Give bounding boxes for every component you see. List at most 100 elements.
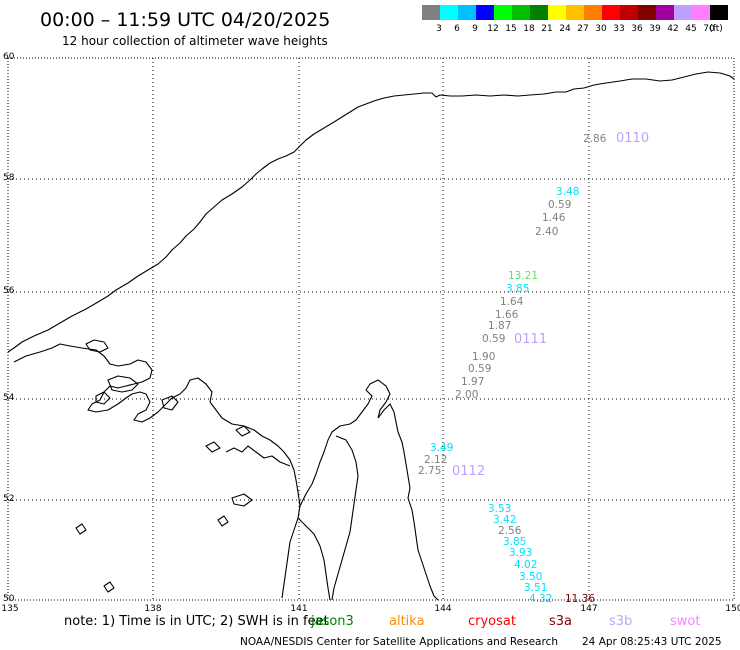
wave-height-value: 3.53: [488, 503, 511, 515]
wave-height-value: 0.59: [548, 199, 571, 211]
legend-label: 12: [487, 24, 498, 34]
legend-swatch: [494, 5, 512, 20]
satellite-legend: jason3 altika cryosat s3a s3b swot: [310, 614, 700, 629]
satellite-name: s3b: [609, 614, 632, 629]
legend-swatch: [476, 5, 494, 20]
wave-height-value: 2.56: [498, 525, 522, 537]
sakhalin-west: [299, 379, 391, 507]
map-grid: [7, 57, 735, 601]
wave-height-value: 4.32: [529, 593, 552, 605]
track-labels: 0110 0111 0112: [452, 131, 649, 479]
legend-label: 21: [541, 24, 552, 34]
wave-height-value: 2.00: [455, 389, 478, 401]
legend-label: 36: [631, 24, 643, 34]
map-frame: [7, 57, 735, 601]
island-bolshoy-shantar: [107, 375, 139, 393]
legend-label: 15: [505, 24, 516, 34]
sakhalin-east: [377, 403, 439, 601]
lake-5: [217, 515, 229, 527]
legend-label: 42: [667, 24, 678, 34]
latitude-tick-labels: 60 58 56 54 52 50: [3, 52, 15, 604]
island-small-2: [95, 391, 111, 405]
legend-swatch: [638, 5, 656, 20]
wave-height-value: 3.85: [503, 536, 526, 548]
legend-label: 27: [577, 24, 588, 34]
lake-1: [205, 441, 221, 453]
legend-swatch: [440, 5, 458, 20]
longitude-tick-labels: 135 138 141 144 147 150: [1, 604, 740, 614]
wave-height-value: 2.12: [424, 454, 447, 466]
wave-height-value: 0.59: [482, 333, 505, 345]
latitude-tick: 56: [3, 286, 15, 296]
legend-swatch: [548, 5, 566, 20]
track-label: 0111: [514, 332, 547, 347]
satellite-name: cryosat: [468, 614, 516, 629]
wave-height-value: 3.42: [493, 514, 516, 526]
legend-swatch: [674, 5, 692, 20]
latitude-tick: 52: [3, 494, 14, 504]
lake-2: [231, 493, 253, 507]
wave-height-value: 2.75: [418, 465, 441, 477]
wave-height-value: 3.93: [509, 547, 532, 559]
island-small-1: [161, 395, 179, 411]
lake-3: [75, 523, 87, 535]
legend-swatch: [584, 5, 602, 20]
footer-credit: NOAA/NESDIS Center for Satellite Applica…: [240, 636, 558, 648]
legend-swatch: [458, 5, 476, 20]
satellite-name: jason3: [310, 614, 354, 629]
lake-6: [103, 581, 115, 593]
wave-height-value: 13.21: [508, 270, 538, 282]
legend-label: 30: [595, 24, 607, 34]
wave-height-legend: 3 6 9 12 15 18 21 24 27 30 33 36 39 42 45 70(ft): [422, 5, 728, 34]
wave-height-value: 3.51: [524, 582, 547, 594]
legend-swatch: [710, 5, 728, 20]
footer-note: note: 1) Time is in UTC; 2) SWH is in fe…: [64, 614, 329, 629]
track-label: 0112: [452, 464, 485, 479]
amur-river: [225, 445, 291, 467]
legend-label: 9: [472, 24, 478, 34]
longitude-tick: 138: [144, 604, 161, 614]
coastline-west: [209, 401, 301, 599]
legend-swatch: [602, 5, 620, 20]
map-subtitle: 12 hour collection of altimeter wave hei…: [62, 34, 328, 48]
wave-height-value: 2.40: [535, 226, 558, 238]
wave-height-value: 3.48: [556, 186, 579, 198]
satellite-name: swot: [670, 614, 700, 629]
wave-height-value: 1.66: [495, 309, 519, 321]
legend-unit: (ft): [709, 24, 723, 34]
footer-timestamp: 24 Apr 08:25:43 UTC 2025: [582, 636, 722, 648]
legend-swatch: [422, 5, 440, 20]
sakhalin-interior: [331, 435, 359, 601]
lake-4: [235, 425, 251, 437]
coastline-shantar: [13, 343, 213, 423]
latitude-tick: 58: [3, 173, 15, 183]
legend-swatch: [566, 5, 584, 20]
legend-label: 70: [703, 24, 715, 34]
legend-swatch: [656, 5, 674, 20]
wave-height-value: 11.36: [565, 593, 595, 605]
wave-height-value: 3.49: [430, 442, 453, 454]
wave-height-value: 1.87: [488, 320, 511, 332]
latitude-tick: 60: [3, 52, 15, 62]
map-title: 00:00 – 11:59 UTC 04/20/2025: [40, 9, 330, 31]
legend-swatch: [692, 5, 710, 20]
longitude-tick: 150: [725, 604, 740, 614]
wave-height-value: 3.50: [519, 571, 542, 583]
latitude-tick: 50: [3, 594, 15, 604]
wave-height-value: 2.86: [583, 133, 607, 145]
legend-label: 24: [559, 24, 571, 34]
island-feklistova: [85, 339, 109, 353]
legend-label: 39: [649, 24, 661, 34]
legend-swatch: [620, 5, 638, 20]
coastlines: [7, 71, 735, 601]
coastline-north: [7, 71, 735, 353]
longitude-tick: 135: [1, 604, 18, 614]
legend-label: 6: [454, 24, 460, 34]
legend-label: 18: [523, 24, 535, 34]
track-label: 0110: [616, 131, 649, 146]
wave-height-value: 1.46: [542, 212, 566, 224]
wave-height-value: 1.97: [461, 376, 484, 388]
legend-swatch: [530, 5, 548, 20]
tatar-strait-coast: [297, 517, 331, 601]
